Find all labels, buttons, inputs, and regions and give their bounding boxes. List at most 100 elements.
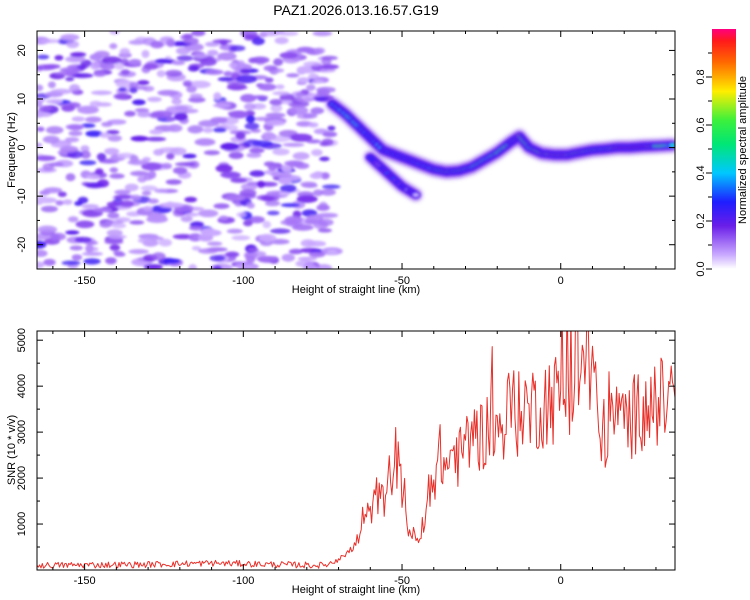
noise-blob: [176, 55, 194, 62]
noise-blob: [308, 251, 326, 258]
noise-blob: [249, 251, 267, 257]
noise-blob: [154, 58, 173, 64]
noise-blob: [236, 212, 247, 218]
noise-blob: [226, 124, 239, 132]
noise-blob: [314, 96, 330, 102]
noise-blob: [199, 57, 217, 67]
noise-blob: [99, 63, 115, 70]
noise-blob: [188, 264, 197, 269]
noise-blob: [161, 162, 172, 169]
noise-blob: [256, 180, 266, 188]
noise-blob: [61, 260, 81, 266]
colorbar-tick-label: 0.0: [695, 261, 707, 276]
noise-blob: [140, 185, 158, 191]
snr-panel: -150 -100 -50 0 1000 2000 3000 4000 5000 Height…: [6, 328, 676, 596]
noise-blob: [37, 249, 48, 257]
noise-blob: [71, 116, 86, 122]
noise-blob: [319, 64, 339, 70]
noise-blob: [141, 190, 152, 196]
snr-y-axis-label: SNR (10 * v/v): [6, 415, 18, 485]
noise-blob: [213, 92, 222, 101]
noise-blob: [287, 100, 310, 108]
noise-blob: [174, 105, 189, 111]
noise-blob: [65, 137, 80, 143]
noise-blob: [279, 52, 299, 59]
noise-blob: [48, 162, 64, 167]
noise-blob: [217, 77, 235, 82]
noise-blob: [269, 31, 286, 35]
branch-core: [365, 154, 421, 199]
noise-blob: [296, 46, 315, 53]
y-tick-label: 0: [16, 145, 28, 151]
noise-blob: [157, 89, 179, 96]
noise-blob: [316, 218, 334, 227]
noise-blob: [274, 37, 289, 45]
noise-blob: [166, 153, 175, 160]
noise-blob: [327, 125, 336, 131]
noise-blob: [202, 127, 214, 133]
noise-blob: [205, 69, 224, 75]
spectrogram-x-ticks: -150 -100 -50 0: [52, 31, 657, 287]
noise-blob: [37, 142, 43, 148]
noise-blob: [321, 55, 338, 61]
noise-blob: [83, 258, 101, 265]
noise-blob: [267, 162, 278, 171]
noise-blob: [319, 156, 330, 162]
noise-blob: [40, 205, 58, 213]
noise-blob: [54, 55, 64, 61]
noise-blob: [60, 34, 80, 41]
noise-blob: [251, 56, 270, 64]
noise-blob: [95, 168, 104, 176]
noise-blob: [265, 112, 286, 118]
noise-blob: [249, 170, 265, 177]
noise-blob: [213, 203, 230, 210]
noise-blob: [71, 73, 94, 79]
noise-blob: [154, 188, 169, 193]
noise-blob: [313, 189, 323, 197]
colorbar-tick-label: 0.6: [695, 117, 707, 132]
snr-plot-area: [37, 331, 675, 570]
noise-blob: [145, 136, 167, 142]
noise-blob: [77, 196, 89, 204]
x-tick-label: -150: [74, 275, 96, 287]
noise-blob: [37, 54, 50, 60]
noise-blob: [105, 257, 117, 265]
noise-blob: [223, 71, 233, 77]
noise-blob: [260, 195, 275, 202]
noise-blob: [124, 183, 139, 192]
noise-blob: [109, 244, 121, 252]
noise-blob: [183, 81, 192, 87]
noise-blob: [262, 220, 272, 229]
noise-blob: [320, 188, 336, 196]
noise-blob: [85, 116, 102, 123]
noise-blob: [163, 258, 181, 264]
noise-blob: [280, 203, 301, 208]
noise-blob: [239, 189, 257, 197]
noise-blob: [183, 33, 193, 39]
noise-blob: [171, 60, 186, 66]
noise-blob: [290, 133, 313, 142]
y-tick-label: 10: [16, 93, 28, 105]
noise-blob: [67, 216, 79, 223]
noise-blob: [226, 228, 243, 234]
y-tick-label: 20: [16, 44, 28, 56]
noise-blob: [229, 45, 246, 52]
noise-blob: [114, 62, 125, 70]
noise-blob: [111, 223, 127, 229]
noise-blob: [228, 110, 249, 119]
noise-blob: [312, 31, 333, 37]
noise-blob: [297, 256, 317, 261]
x-tick-label: -100: [232, 275, 254, 287]
noise-blob: [50, 88, 73, 95]
noise-blob: [198, 248, 218, 254]
noise-blob: [59, 67, 81, 73]
noise-blob: [264, 120, 286, 127]
noise-blob: [151, 252, 166, 261]
noise-blob: [109, 43, 118, 50]
noise-blob: [270, 104, 283, 113]
ridge-peak-blob: [669, 143, 675, 148]
noise-blob: [321, 138, 334, 146]
noise-blob: [225, 251, 240, 258]
noise-blob: [198, 209, 219, 218]
colorbar-gradient: [712, 29, 736, 269]
